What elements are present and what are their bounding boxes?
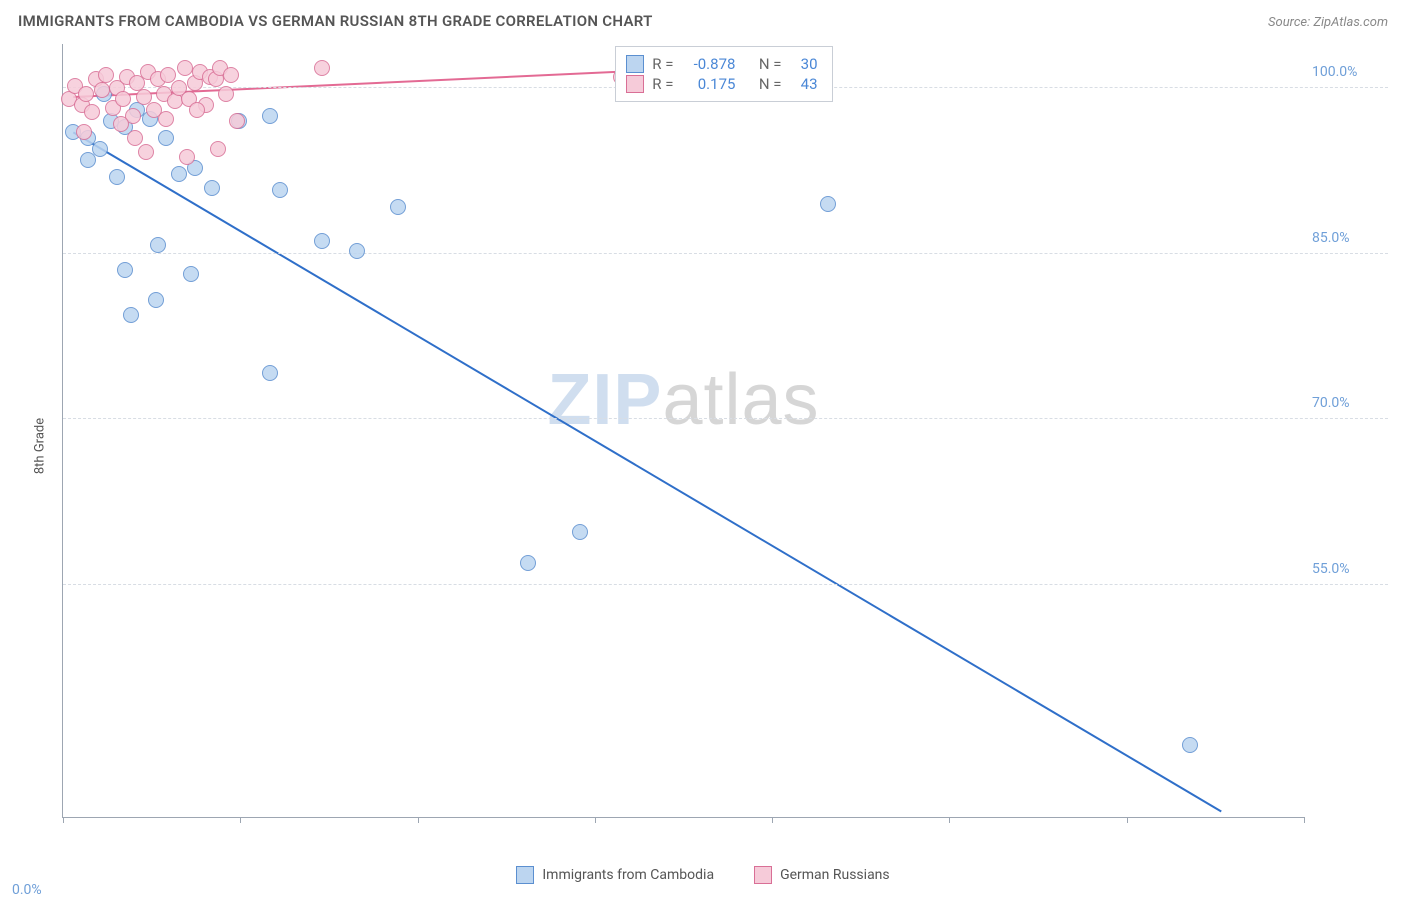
legend-label-cambodia: Immigrants from Cambodia — [542, 867, 714, 883]
data-point-german_russian — [314, 60, 330, 76]
stat-r-label: R = — [652, 75, 673, 93]
chart-container: 8th Grade ZIPatlas 100.0%85.0%70.0%55.0%… — [18, 44, 1388, 848]
x-tick — [1304, 817, 1305, 823]
data-point-cambodia — [204, 180, 220, 196]
data-point-german_russian — [78, 86, 94, 102]
stats-box: R = -0.878 N = 30 R = 0.175 N = 43 — [615, 46, 832, 102]
data-point-cambodia — [262, 365, 278, 381]
stats-row-cambodia: R = -0.878 N = 30 — [626, 55, 817, 73]
data-point-cambodia — [572, 524, 588, 540]
source-prefix: Source: — [1268, 15, 1313, 30]
stat-n-label: N = — [759, 55, 782, 73]
legend-label-german_russian: German Russians — [780, 867, 890, 883]
source-name: ZipAtlas.com — [1313, 15, 1388, 30]
data-point-cambodia — [171, 166, 187, 182]
data-point-german_russian — [177, 60, 193, 76]
data-point-cambodia — [272, 182, 288, 198]
legend: Immigrants from Cambodia German Russians — [0, 866, 1406, 884]
data-point-cambodia — [117, 262, 133, 278]
y-tick-label: 100.0% — [1312, 64, 1384, 80]
data-point-cambodia — [80, 152, 96, 168]
data-point-german_russian — [94, 82, 110, 98]
stat-n-value-cambodia: 30 — [790, 55, 818, 73]
data-point-german_russian — [229, 113, 245, 129]
legend-swatch-cambodia — [516, 866, 534, 884]
x-tick — [1127, 817, 1128, 823]
data-point-german_russian — [158, 111, 174, 127]
x-tick — [772, 817, 773, 823]
data-point-cambodia — [92, 141, 108, 157]
gridline — [63, 584, 1388, 585]
stats-row-german_russian: R = 0.175 N = 43 — [626, 75, 817, 93]
title-bar: IMMIGRANTS FROM CAMBODIA VS GERMAN RUSSI… — [0, 0, 1406, 34]
legend-item-german_russian: German Russians — [754, 866, 890, 884]
x-tick — [240, 817, 241, 823]
x-tick — [63, 817, 64, 823]
data-point-cambodia — [109, 169, 125, 185]
data-point-cambodia — [158, 130, 174, 146]
stat-n-label: N = — [759, 75, 782, 93]
data-point-german_russian — [115, 91, 131, 107]
data-point-cambodia — [148, 292, 164, 308]
data-point-german_russian — [113, 116, 129, 132]
x-tick — [595, 817, 596, 823]
stat-r-value-german_russian: 0.175 — [681, 75, 735, 93]
source-attribution: Source: ZipAtlas.com — [1268, 15, 1388, 30]
stat-n-value-german_russian: 43 — [790, 75, 818, 93]
x-axis-min-label: 0.0% — [12, 882, 42, 898]
trend-lines — [63, 44, 1304, 817]
data-point-cambodia — [520, 555, 536, 571]
data-point-cambodia — [1182, 737, 1198, 753]
gridline — [63, 418, 1388, 419]
legend-item-cambodia: Immigrants from Cambodia — [516, 866, 714, 884]
stat-r-value-cambodia: -0.878 — [681, 55, 735, 73]
data-point-german_russian — [76, 124, 92, 140]
data-point-german_russian — [179, 149, 195, 165]
data-point-cambodia — [349, 243, 365, 259]
x-tick — [418, 817, 419, 823]
y-tick-label: 55.0% — [1312, 561, 1384, 577]
gridline — [63, 253, 1388, 254]
data-point-german_russian — [223, 67, 239, 83]
y-tick-label: 70.0% — [1312, 395, 1384, 411]
data-point-cambodia — [150, 237, 166, 253]
plot-area: ZIPatlas 100.0%85.0%70.0%55.0%R =-0.878 … — [62, 44, 1304, 818]
data-point-cambodia — [183, 266, 199, 282]
y-axis-label: 8th Grade — [33, 418, 48, 474]
chart-title: IMMIGRANTS FROM CAMBODIA VS GERMAN RUSSI… — [18, 12, 653, 30]
swatch-german_russian — [626, 75, 644, 93]
data-point-cambodia — [390, 199, 406, 215]
y-tick-label: 85.0% — [1312, 230, 1384, 246]
trend-line-cambodia — [73, 132, 1221, 811]
data-point-german_russian — [218, 86, 234, 102]
legend-swatch-german_russian — [754, 866, 772, 884]
data-point-german_russian — [127, 130, 143, 146]
stat-r-label: R = — [652, 55, 673, 73]
data-point-german_russian — [210, 141, 226, 157]
data-point-cambodia — [314, 233, 330, 249]
data-point-cambodia — [820, 196, 836, 212]
x-tick — [949, 817, 950, 823]
data-point-german_russian — [189, 102, 205, 118]
data-point-german_russian — [84, 104, 100, 120]
data-point-cambodia — [123, 307, 139, 323]
data-point-cambodia — [262, 108, 278, 124]
data-point-german_russian — [138, 144, 154, 160]
swatch-cambodia — [626, 55, 644, 73]
